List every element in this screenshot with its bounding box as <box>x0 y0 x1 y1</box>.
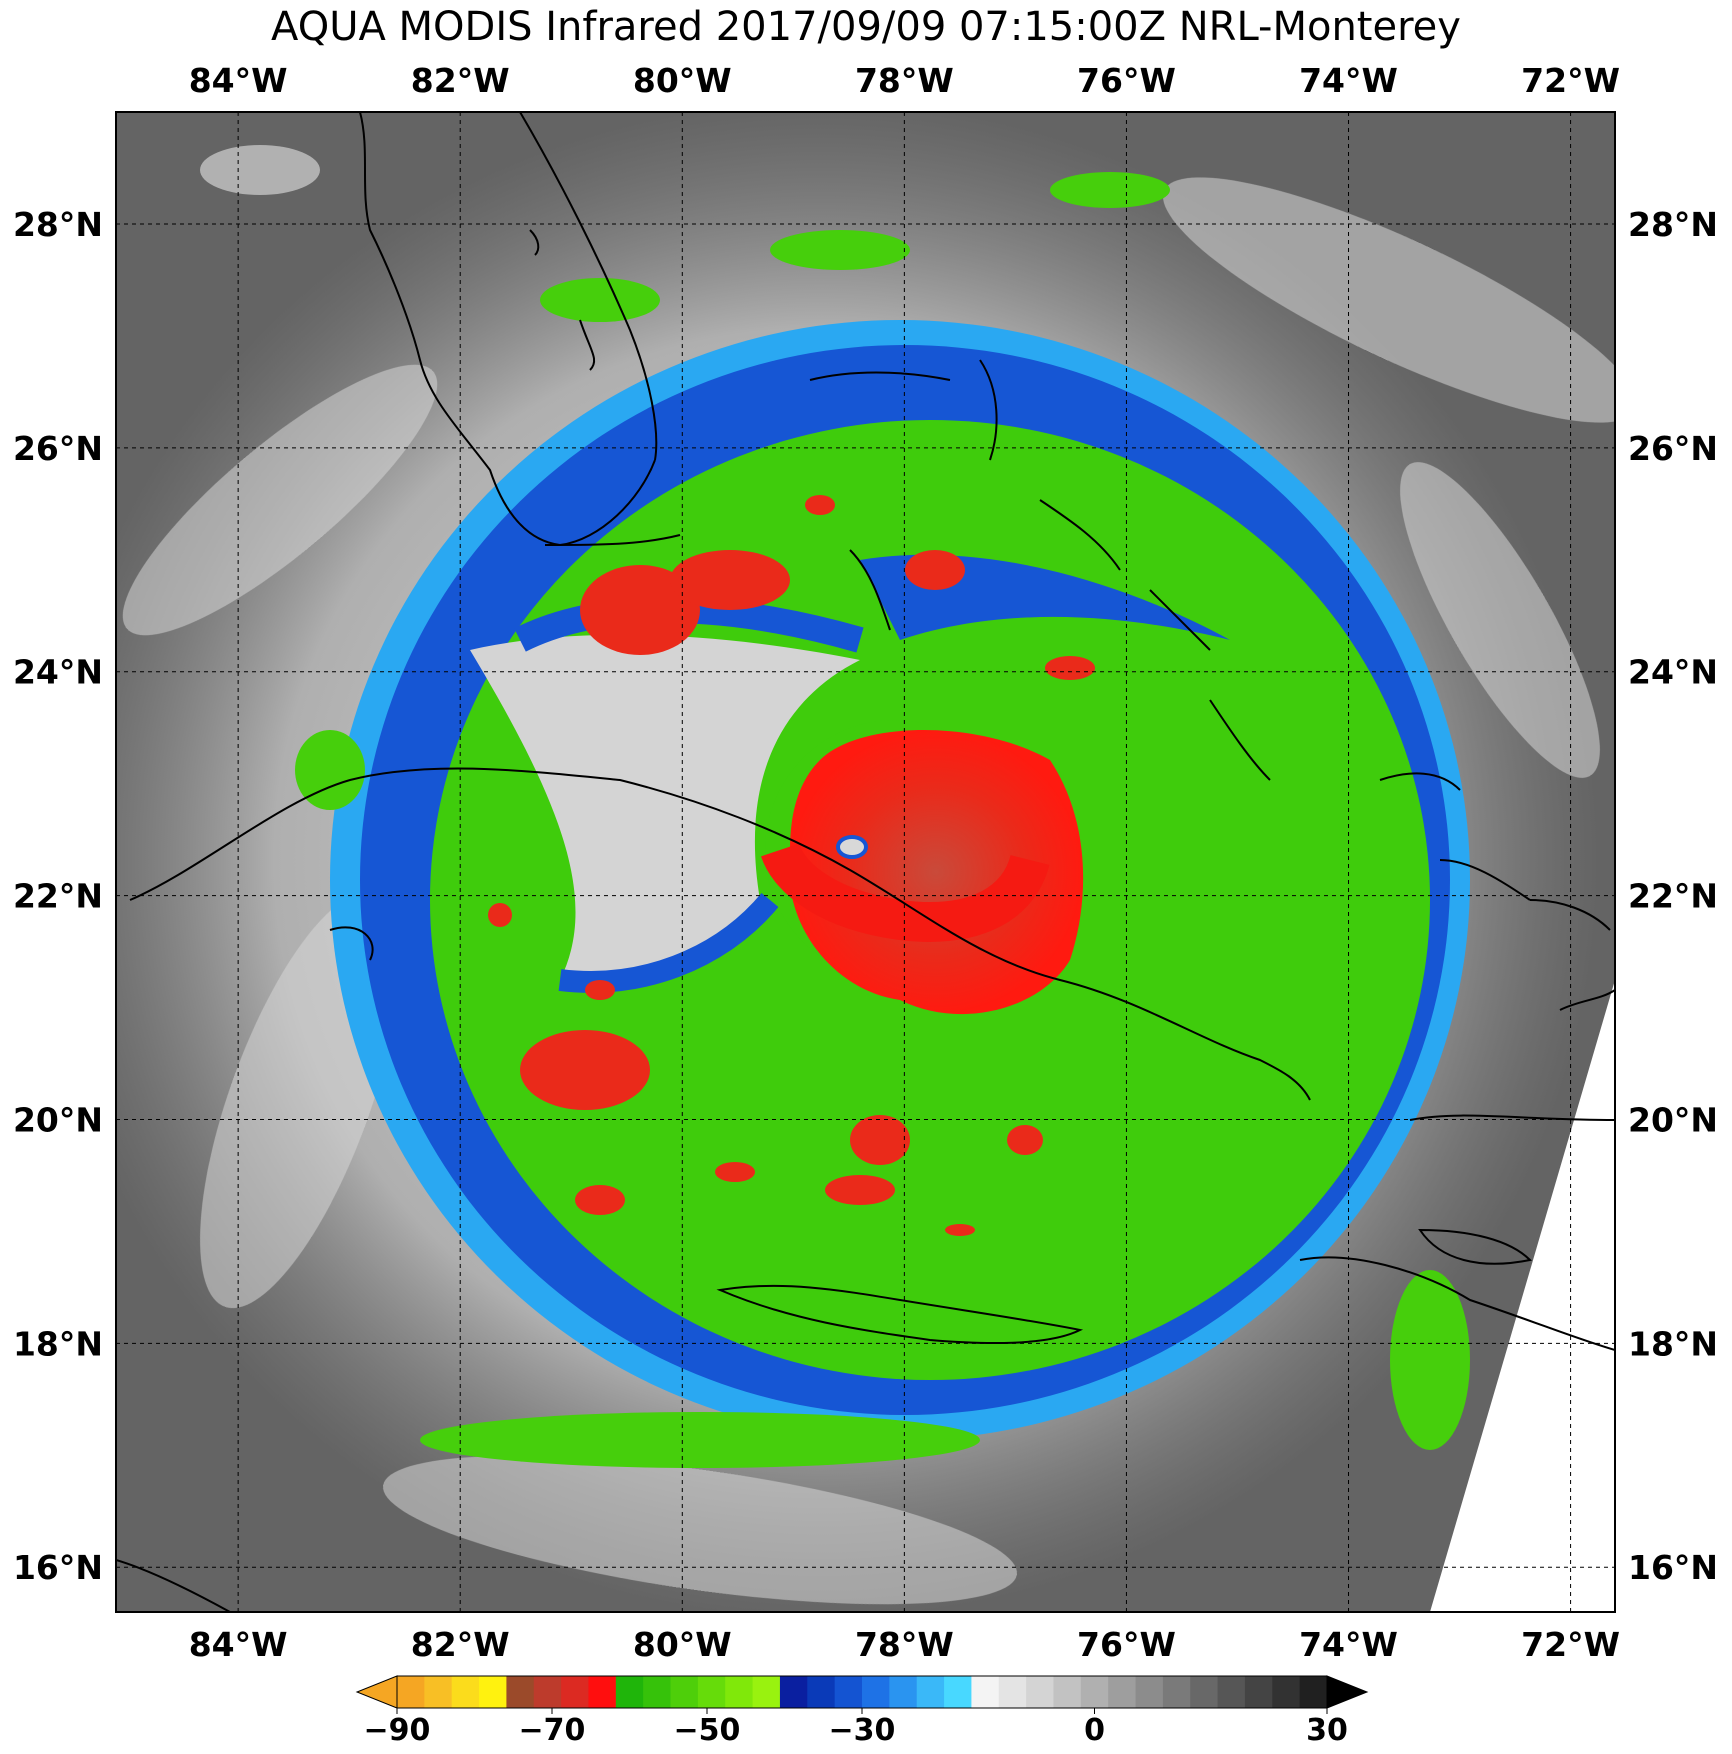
colorbar-segment <box>451 1676 480 1708</box>
colorbar-segment <box>998 1676 1027 1708</box>
gridlines <box>116 112 1615 1612</box>
colorbar-segment <box>779 1676 808 1708</box>
colorbar-tick-label: −90 <box>364 1713 431 1748</box>
lon-label-bottom: 78°W <box>855 1625 954 1664</box>
lon-labels-bottom: 84°W 82°W 80°W 78°W 76°W 74°W 72°W <box>189 1625 1620 1664</box>
colorbar-segment <box>889 1676 918 1708</box>
lon-label-top: 76°W <box>1077 61 1176 100</box>
lon-label-top: 72°W <box>1521 61 1620 100</box>
colorbar-segment <box>533 1676 562 1708</box>
colorbar-segment <box>506 1676 535 1708</box>
colorbar-segment <box>807 1676 836 1708</box>
colorbar-segment <box>697 1676 726 1708</box>
lat-label-right: 18°N <box>1628 1324 1718 1363</box>
lat-label-left: 24°N <box>13 653 103 692</box>
colorbar-segment <box>1108 1676 1137 1708</box>
colorbar-segment <box>1135 1676 1164 1708</box>
colorbar-segment <box>1272 1676 1301 1708</box>
colorbar-segment <box>725 1676 754 1708</box>
lat-label-right: 28°N <box>1628 205 1718 244</box>
colorbar-segment <box>643 1676 672 1708</box>
lon-label-top: 84°W <box>189 61 288 100</box>
colorbar-tick-label: −50 <box>674 1713 741 1748</box>
colorbar-segment <box>1026 1676 1054 1708</box>
lon-label-bottom: 72°W <box>1521 1625 1620 1664</box>
satellite-image <box>116 112 1615 1612</box>
colorbar-segment <box>916 1676 945 1708</box>
colorbar-segment <box>397 1676 425 1708</box>
colorbar-segment <box>1299 1676 1328 1708</box>
lat-label-left: 16°N <box>13 1548 103 1587</box>
colorbar-segment <box>1244 1676 1273 1708</box>
red-convective-cells <box>488 495 1095 1236</box>
lat-label-left: 20°N <box>13 1100 103 1139</box>
lat-labels-right: 28°N 26°N 24°N 22°N 20°N 18°N 16°N <box>1628 205 1718 1587</box>
colorbar-tick-label: −30 <box>829 1713 896 1748</box>
colorbar-high-extend <box>1326 1675 1369 1709</box>
lat-label-right: 24°N <box>1628 653 1718 692</box>
map-frame <box>115 111 1616 1613</box>
colorbar <box>355 1675 1369 1709</box>
colorbar-segment <box>1080 1676 1109 1708</box>
lon-label-bottom: 76°W <box>1077 1625 1176 1664</box>
colorbar-segment <box>588 1676 617 1708</box>
lon-label-bottom: 84°W <box>189 1625 288 1664</box>
lat-labels-left: 28°N 26°N 24°N 22°N 20°N 18°N 16°N <box>13 205 103 1587</box>
lon-label-bottom: 74°W <box>1299 1625 1398 1664</box>
colorbar-tick-labels: −90 −70 −50 −30 0 30 <box>364 1708 1348 1748</box>
lon-label-top: 74°W <box>1299 61 1398 100</box>
colorbar-segment <box>862 1676 890 1708</box>
lon-label-top: 82°W <box>411 61 510 100</box>
lat-label-right: 16°N <box>1628 1548 1718 1587</box>
outer-green-patches <box>295 172 1470 1468</box>
colorbar-segment <box>1190 1676 1219 1708</box>
colorbar-segment <box>615 1676 644 1708</box>
colorbar-tick-label: 0 <box>1084 1713 1105 1748</box>
colorbar-segment <box>834 1676 863 1708</box>
map-title: AQUA MODIS Infrared 2017/09/09 07:15:00Z… <box>271 4 1461 50</box>
coastlines <box>116 112 1615 1612</box>
colorbar-segment <box>479 1676 507 1708</box>
colorbar-segment <box>670 1676 699 1708</box>
no-data-swath <box>1430 980 1615 1612</box>
colorbar-segment <box>1162 1676 1191 1708</box>
eye <box>836 835 868 859</box>
colorbar-segment <box>944 1676 972 1708</box>
colorbar-tick-label: −70 <box>519 1713 586 1748</box>
colorbar-segment <box>1217 1676 1246 1708</box>
cdo-arc <box>761 842 1050 942</box>
lon-label-bottom: 82°W <box>411 1625 510 1664</box>
lon-labels-top: 84°W 82°W 80°W 78°W 76°W 74°W 72°W <box>189 61 1620 100</box>
lat-label-left: 26°N <box>13 429 103 468</box>
lon-label-top: 78°W <box>855 61 954 100</box>
lon-label-top: 80°W <box>633 61 732 100</box>
cdo-core <box>788 730 1084 1015</box>
colorbar-segment <box>424 1676 453 1708</box>
lat-label-right: 26°N <box>1628 429 1718 468</box>
colorbar-tick-label: 30 <box>1306 1713 1348 1748</box>
lon-label-bottom: 80°W <box>633 1625 732 1664</box>
lat-label-right: 20°N <box>1628 1100 1718 1139</box>
lat-label-left: 22°N <box>13 877 103 916</box>
lat-label-right: 22°N <box>1628 877 1718 916</box>
lat-label-left: 28°N <box>13 205 103 244</box>
colorbar-segment <box>561 1676 589 1708</box>
lat-label-left: 18°N <box>13 1324 103 1363</box>
colorbar-segment <box>752 1676 781 1708</box>
colorbar-low-extend <box>355 1675 398 1709</box>
colorbar-segment <box>1053 1676 1082 1708</box>
colorbar-segment <box>971 1676 1000 1708</box>
